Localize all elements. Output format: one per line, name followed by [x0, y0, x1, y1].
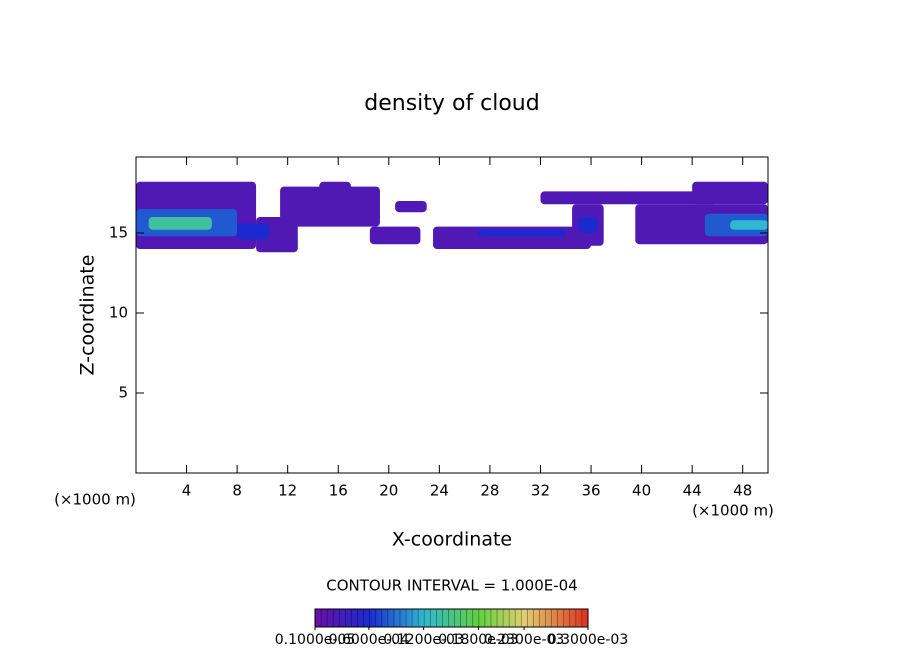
x-tick-label: 20 — [379, 482, 398, 500]
contour-region — [237, 223, 269, 240]
x-unit: (×1000 m) — [692, 502, 774, 520]
colorbar-tick-label: 0.1000e-05 — [275, 632, 355, 648]
plot-frame — [135, 156, 769, 474]
colorbar-tick-label: 0.1800e-03 — [438, 632, 518, 648]
x-tick-label: 28 — [480, 482, 499, 500]
x-tick-label: 16 — [329, 482, 348, 500]
y-tick-label: 5 — [118, 384, 128, 402]
contour-region — [540, 191, 718, 205]
x-tick-label: 8 — [232, 482, 242, 500]
colorbar-tick-label: 0.3000e-03 — [548, 632, 628, 648]
x-axis-label: X-coordinate — [392, 529, 512, 551]
y-axis-label: Z-coordinate — [77, 255, 99, 376]
y-tick-label: 15 — [109, 224, 128, 242]
contour-region — [395, 201, 427, 213]
x-tick-label: 12 — [278, 482, 297, 500]
x-tick-label: 36 — [581, 482, 600, 500]
colorbar-tick-label: 0.2300e-03 — [484, 632, 564, 648]
x-tick-label: 48 — [733, 482, 752, 500]
x-tick-label: 24 — [430, 482, 449, 500]
contour-region — [148, 217, 212, 230]
contour-region — [730, 220, 768, 230]
x-tick-label: 44 — [683, 482, 702, 500]
y-tick-label: 10 — [109, 304, 128, 322]
contour-region — [578, 217, 598, 233]
contour-region — [692, 181, 768, 205]
contour-region — [477, 229, 566, 237]
contour-interval: CONTOUR INTERVAL = 1.000E-04 — [326, 577, 577, 595]
contour-region — [280, 186, 380, 227]
x-tick-label: 40 — [632, 482, 651, 500]
contour-region — [369, 226, 421, 245]
chart-title: density of cloud — [364, 91, 539, 116]
colorbar — [314, 608, 589, 628]
x-tick-label: 32 — [531, 482, 550, 500]
colorbar-tick-label: 0.1200e-03 — [383, 632, 463, 648]
y-unit: (×1000 m) — [54, 491, 136, 509]
contour-region — [319, 181, 351, 193]
colorbar-tick-label: 0.6000e-04 — [329, 632, 410, 648]
x-tick-label: 4 — [182, 482, 192, 500]
